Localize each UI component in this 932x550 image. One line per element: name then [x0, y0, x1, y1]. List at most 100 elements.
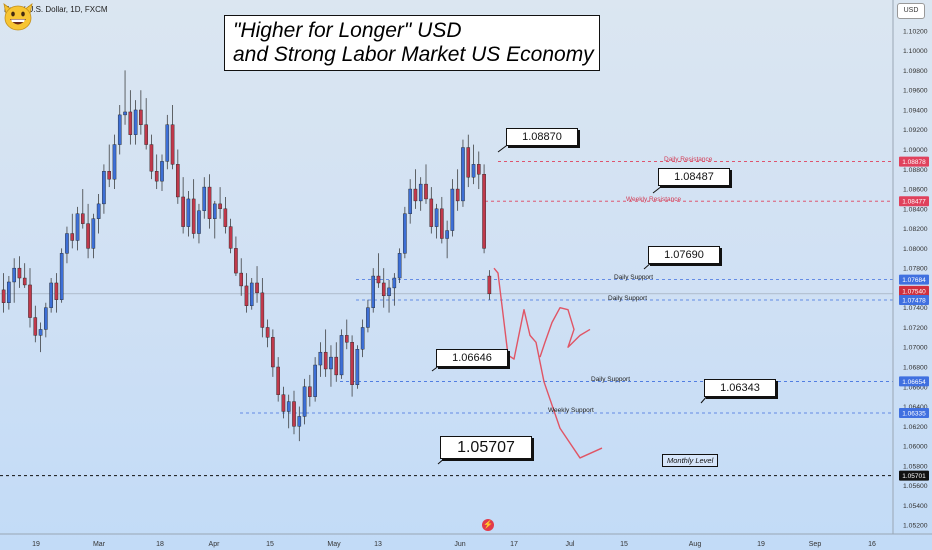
candle-body	[12, 267, 16, 283]
callout-connectors	[431, 142, 709, 465]
weekly-support-label: Weekly Support	[548, 407, 594, 414]
candle	[323, 329, 328, 377]
callout-1.08487[interactable]: 1.08487	[658, 168, 730, 186]
candle-body	[154, 171, 159, 182]
price-tag-text: 1.07684	[902, 277, 926, 284]
candle	[54, 273, 59, 313]
price-tick-label: 1.09800	[903, 68, 928, 75]
price-tick-label: 1.06200	[903, 424, 928, 431]
candle	[318, 342, 323, 377]
candle-body	[318, 351, 323, 366]
weekly-resistance-label: Weekly Resistance	[626, 196, 682, 203]
candle	[22, 263, 27, 288]
candle-body	[28, 284, 32, 318]
candle-body	[234, 248, 238, 274]
candle-body	[17, 267, 22, 279]
callout-1.08870[interactable]: 1.08870	[506, 128, 578, 146]
candle-body	[429, 198, 434, 227]
candle-body	[117, 114, 122, 145]
candle-body	[49, 282, 53, 308]
candle	[403, 206, 407, 259]
time-tick-label: Jul	[566, 541, 575, 548]
price-tick-label: 1.09000	[903, 147, 928, 154]
candle	[434, 203, 439, 239]
candle-body	[54, 282, 59, 300]
candle-body	[59, 253, 64, 300]
candle	[355, 345, 360, 389]
candle-body	[112, 144, 117, 180]
candle-body	[70, 233, 75, 241]
candle	[440, 196, 444, 244]
candle	[165, 114, 170, 170]
candle-body	[144, 124, 148, 145]
price-tag-text: 1.05701	[902, 473, 926, 480]
candle-body	[86, 223, 90, 249]
candle	[487, 270, 492, 300]
candle	[366, 299, 370, 333]
price-tag: 1.08878	[899, 156, 929, 167]
price-tick-label: 1.10200	[903, 28, 928, 35]
candle-body	[450, 188, 455, 231]
price-tag-text: 1.08477	[902, 199, 926, 206]
candle-body	[477, 164, 481, 175]
candle	[392, 273, 397, 306]
callout-1.05707[interactable]: 1.05707	[440, 436, 532, 459]
price-tag: 1.06335	[899, 407, 929, 418]
price-tick-label: 1.06600	[903, 384, 928, 391]
candle-body	[265, 327, 270, 338]
candle-body	[191, 198, 196, 234]
time-tick-label: 19	[757, 541, 765, 548]
callout-1.07690[interactable]: 1.07690	[648, 246, 720, 264]
price-tick-label: 1.08600	[903, 187, 928, 194]
callout-1.06646[interactable]: 1.06646	[436, 349, 508, 367]
candle-body	[297, 416, 302, 427]
daily-support-label-1: Daily Support	[614, 274, 654, 281]
candle	[197, 203, 201, 244]
candle-body	[7, 281, 11, 303]
candle	[80, 189, 85, 229]
candle-body	[249, 282, 254, 306]
candle-body	[302, 386, 307, 417]
candle	[123, 70, 127, 125]
callout-1.06343[interactable]: 1.06343	[704, 379, 776, 397]
candle	[276, 357, 280, 402]
candle	[117, 105, 122, 155]
candle	[91, 213, 96, 259]
price-tick-label: 1.06000	[903, 444, 928, 451]
candle-body	[170, 124, 175, 165]
time-tick-label: 15	[266, 541, 274, 548]
price-tick-label: 1.10000	[903, 48, 928, 55]
candle	[271, 329, 275, 377]
candle	[96, 193, 101, 234]
candle-body	[413, 188, 418, 202]
currency-label[interactable]: USD	[897, 3, 925, 19]
candle	[49, 278, 53, 313]
candle	[249, 278, 254, 310]
candle	[102, 164, 106, 214]
candle	[70, 213, 75, 249]
candle-body	[223, 208, 228, 227]
candle	[12, 258, 16, 303]
candle-body	[355, 349, 360, 385]
callout-connector	[652, 185, 663, 194]
candle	[170, 105, 175, 170]
time-tick-label: Apr	[209, 541, 221, 548]
price-tag: 1.07478	[899, 294, 929, 305]
candle	[455, 169, 460, 211]
candle	[160, 154, 164, 192]
price-axis	[0, 0, 932, 535]
candle-body	[313, 364, 317, 397]
candle-body	[22, 277, 27, 286]
candle	[397, 248, 402, 283]
candle	[313, 357, 317, 402]
candle-body	[466, 147, 471, 178]
candle	[413, 169, 418, 209]
candle	[445, 220, 449, 259]
price-tick-label: 1.08400	[903, 206, 928, 213]
candle-body	[461, 147, 465, 202]
time-tick-label: 16	[868, 541, 876, 548]
lightning-badge-icon[interactable]: ⚡	[482, 519, 494, 531]
daily-resistance-label: Daily Resistance	[664, 156, 713, 163]
